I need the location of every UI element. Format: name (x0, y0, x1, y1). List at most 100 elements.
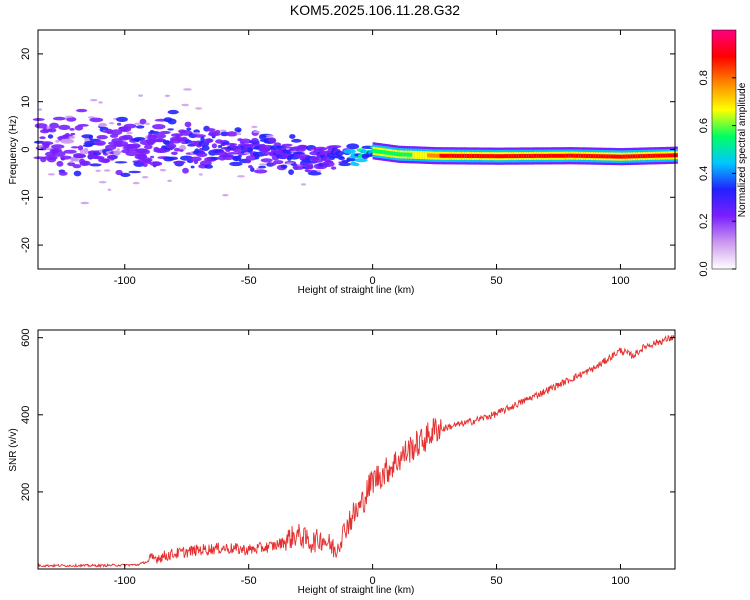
spectrogram-ridge (372, 142, 678, 166)
y-tick-label: 400 (20, 406, 32, 424)
ridge-cell (375, 149, 378, 154)
spectral-blob (247, 147, 253, 153)
spectral-outlier (98, 101, 103, 104)
spectral-blob (55, 139, 60, 143)
spectrogram-x-axis-label: Height of straight line (km) (298, 285, 415, 296)
ridge-cell (466, 154, 470, 158)
spectral-blob (174, 147, 181, 152)
ridge-cell (399, 152, 403, 157)
spectral-blob (89, 117, 104, 123)
spectral-blob (301, 158, 312, 162)
spectral-outlier (107, 188, 112, 191)
spectral-blob (39, 136, 46, 140)
ridge-cell (598, 154, 602, 159)
spectral-blob (239, 138, 252, 144)
snr-x-ticks: -100 -50 0 50 100 (114, 330, 630, 587)
ridge-cell (570, 153, 574, 158)
spectral-blob (346, 158, 357, 162)
ridge-cell (608, 154, 611, 159)
x-tick-label: 0 (370, 575, 376, 587)
ridge-cell (645, 154, 649, 158)
spectral-outlier (317, 169, 322, 173)
ridge-cell (670, 153, 673, 158)
spectral-blob (51, 144, 65, 149)
ridge-cell (565, 153, 569, 158)
y-tick-label: -10 (20, 189, 32, 205)
ridge-cell (662, 153, 666, 158)
spectral-blob (52, 150, 66, 157)
spectral-outlier (38, 108, 42, 111)
spectral-blob (139, 118, 147, 125)
spectral-blob (280, 164, 288, 169)
spectral-blob (237, 154, 242, 158)
spectral-outlier (167, 179, 172, 182)
spectral-blob (150, 155, 155, 159)
ridge-cell (588, 154, 592, 158)
x-tick-label: 50 (490, 575, 502, 587)
x-tick-label: 100 (611, 575, 629, 587)
spectral-outlier (300, 183, 307, 186)
ridge-cell (451, 153, 455, 158)
ridge-cell (630, 154, 634, 159)
x-tick-label: -100 (114, 575, 136, 587)
spectral-blob (189, 156, 202, 162)
spectral-outlier (95, 169, 101, 172)
ridge-cell (558, 153, 562, 158)
spectral-outlier (222, 194, 229, 197)
colorbar-tick-label: 0.0 (698, 261, 710, 276)
spectral-blob (68, 136, 76, 139)
ridge-cell (618, 154, 621, 159)
spectral-blob (70, 132, 76, 136)
ridge-cell (595, 154, 599, 159)
spectral-blob (152, 124, 166, 130)
spectral-blob (94, 140, 106, 146)
spectral-blob (179, 149, 184, 152)
ridge-cell (447, 153, 450, 158)
spectral-blob (322, 161, 335, 167)
spectral-blob (101, 158, 111, 163)
spectral-blob (133, 137, 146, 141)
ridge-cell (652, 153, 656, 158)
ridge-cell (382, 150, 386, 155)
spectral-blob (162, 140, 171, 145)
ridge-cell (640, 154, 644, 159)
colorbar: 0.0 0.2 0.4 0.6 0.8 Normalized spectral ampl… (698, 29, 748, 277)
colorbar-tick-label: 0.6 (698, 118, 710, 133)
ridge-cell (417, 153, 421, 157)
spectral-blob (306, 164, 314, 170)
spectral-blob (123, 123, 137, 129)
ridge-cell (496, 154, 500, 159)
ridge-cell (504, 154, 507, 159)
ridge-cell (392, 151, 396, 156)
spectral-blob (125, 151, 138, 157)
spectral-blob (251, 138, 259, 143)
x-tick-label: 0 (370, 275, 376, 287)
ridge-cell (625, 154, 629, 159)
spectral-outlier (251, 125, 258, 129)
ridge-cell (390, 151, 393, 156)
colorbar-label: Normalized spectral amplitude (737, 82, 748, 217)
ridge-cell (377, 149, 381, 154)
spectrogram-x-ticks: -100 -50 0 50 100 (114, 30, 630, 287)
spectral-outlier (285, 147, 290, 151)
spectral-blob (114, 161, 128, 164)
colorbar-gradient (711, 29, 737, 270)
spectral-blob (258, 165, 267, 169)
spectrogram-y-axis-label: Frequency (Hz) (8, 116, 19, 185)
spectral-blob (250, 167, 255, 172)
spectral-blob (166, 143, 177, 149)
spectral-outlier (195, 107, 203, 110)
spectral-blob (203, 138, 214, 143)
spectral-blob (210, 156, 220, 161)
ridge-cell (593, 154, 597, 159)
ridge-cell (484, 154, 487, 159)
spectral-blob (136, 125, 145, 129)
spectral-outlier (90, 98, 98, 102)
spectral-outlier (132, 181, 140, 185)
spectral-blob (328, 145, 342, 149)
spectral-blob (229, 161, 243, 167)
spectral-blob (58, 124, 71, 130)
spectral-blob (273, 160, 284, 165)
ridge-cell (486, 154, 490, 159)
ridge-cell (575, 153, 579, 158)
